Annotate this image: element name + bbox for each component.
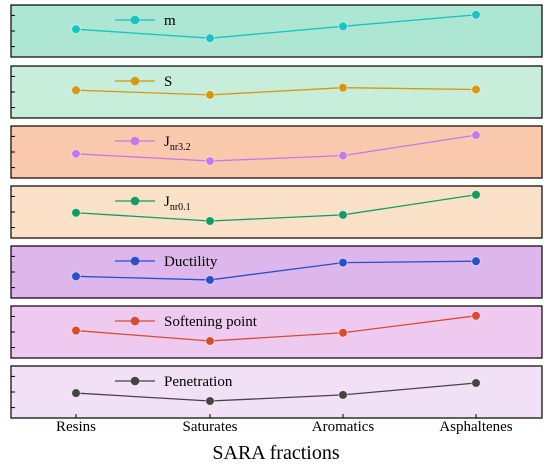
panel-1: m (10, 4, 543, 58)
x-tick-label: Saturates (183, 419, 238, 435)
x-axis-title: SARA fractions (212, 442, 339, 464)
series-line (75, 134, 477, 162)
data-point (71, 271, 81, 282)
legend-label: S (164, 74, 172, 90)
panel-3: Jnr3.2 (10, 125, 543, 179)
panel-6: Softening point (10, 305, 543, 359)
panel-frame (10, 185, 543, 239)
data-point (471, 84, 481, 95)
legend-label-subscript: nr0.1 (170, 202, 191, 213)
legend-label: Softening point (164, 314, 258, 330)
series-line (75, 87, 477, 96)
legend-marker (130, 376, 140, 386)
panel-frame (10, 4, 543, 58)
data-point (71, 325, 81, 336)
legend-label: Ductility (164, 254, 218, 270)
data-point (205, 156, 215, 166)
data-point (471, 311, 481, 321)
data-point (71, 388, 81, 398)
data-point (71, 208, 81, 218)
data-point (71, 24, 81, 34)
legend-marker (130, 196, 140, 206)
data-point (338, 210, 348, 220)
data-point (71, 149, 81, 159)
data-point (71, 85, 81, 95)
data-point (338, 150, 348, 161)
legend-label: Jnr3.2 (164, 134, 191, 153)
data-point (338, 82, 348, 93)
legend-label: Penetration (164, 374, 233, 390)
legend-marker (130, 15, 140, 25)
legend-label-main: Softening point (164, 314, 258, 330)
legend-marker (130, 76, 140, 86)
x-tick-label: Resins (56, 419, 96, 435)
series-line (75, 315, 477, 342)
data-point (205, 336, 215, 346)
series-line (75, 14, 477, 39)
panel-frame (10, 245, 543, 299)
panel-frame (10, 125, 543, 179)
data-point (338, 21, 348, 32)
data-point (338, 257, 348, 268)
data-point (471, 130, 481, 140)
legend-marker (130, 316, 140, 326)
panel-frame (10, 65, 543, 119)
legend-label: m (164, 13, 176, 29)
x-tick-label: Aromatics (312, 419, 375, 435)
legend-marker (130, 136, 140, 146)
legend-label-main: Penetration (164, 374, 233, 390)
data-point (205, 90, 215, 100)
legend-marker (130, 256, 140, 266)
data-point (471, 378, 481, 388)
data-point (471, 190, 481, 200)
data-point (205, 33, 215, 43)
legend-label-main: S (164, 74, 172, 90)
panel-2: S (10, 65, 543, 119)
panel-4: Jnr0.1 (10, 185, 543, 239)
legend-label-main: m (164, 13, 176, 29)
panel-5: Ductility (10, 245, 543, 299)
data-point (338, 390, 348, 400)
data-point (205, 275, 215, 285)
legend-label: Jnr0.1 (164, 194, 191, 213)
series-line (75, 382, 477, 402)
legend-label-main: J (164, 134, 170, 150)
data-point (471, 10, 481, 20)
panel-frame (10, 365, 543, 419)
series-line (75, 194, 477, 222)
data-point (338, 328, 348, 338)
x-tick-label: Asphaltenes (439, 419, 512, 435)
data-point (471, 256, 481, 266)
panel-7: Penetration (10, 365, 543, 419)
data-point (205, 396, 215, 406)
legend-label-subscript: nr3.2 (170, 142, 191, 153)
legend-label-main: Ductility (164, 254, 218, 270)
legend-label-main: J (164, 194, 170, 210)
series-line (75, 260, 477, 281)
data-point (205, 216, 215, 226)
